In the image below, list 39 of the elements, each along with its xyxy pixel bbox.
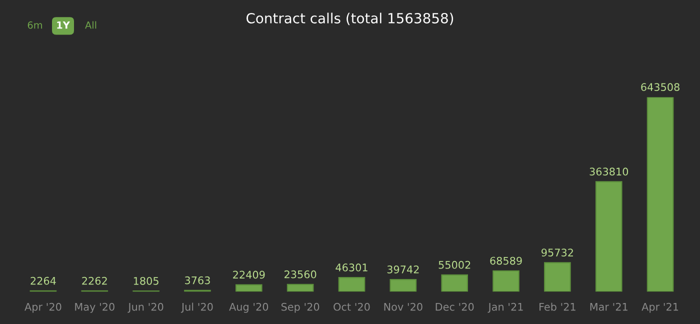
data-label: 55002 [438,260,470,269]
x-tick-label: Feb '21 [540,302,576,311]
data-label: 1805 [134,276,158,285]
data-label: 39742 [387,266,419,274]
x-tick-label: Mar '21 [590,302,628,311]
data-label: 2262 [82,276,107,285]
text: All [85,21,96,29]
bar [646,97,674,292]
x-tick-label: Dec '20 [436,302,474,311]
bar [286,284,314,292]
text: 6m [28,21,42,29]
x-tick-label: Nov '20 [384,302,422,311]
x-tick-label: Jul '20 [180,302,213,313]
bar [595,181,622,292]
data-label: 95732 [542,248,573,256]
x-tick-label: Oct '20 [334,302,370,311]
data-label: 643508 [641,83,680,92]
bar [544,262,571,292]
bar [338,277,366,292]
bar [492,270,520,292]
text: 1Y [57,22,70,29]
x-tick-label: Jan '21 [488,302,523,313]
bar [235,284,262,292]
data-label: 363810 [590,168,628,176]
chart-title: Contract calls (total 1563858) [246,12,454,26]
x-tick-label: May '20 [75,302,114,313]
data-label: 22409 [233,270,265,279]
data-label: 46301 [336,264,368,272]
x-tick-label: Jun '20 [128,302,164,313]
data-label: 2264 [30,276,56,285]
data-label: 23560 [284,270,316,278]
x-tick-label: Apr '21 [642,302,678,313]
data-label: 3763 [185,276,210,284]
x-tick-label: Sep '20 [281,302,320,313]
bar [441,274,468,292]
x-tick-label: Aug '20 [229,302,268,313]
x-tick-label: Apr '20 [24,302,62,313]
bar [390,279,417,292]
data-label: 68589 [490,256,522,265]
